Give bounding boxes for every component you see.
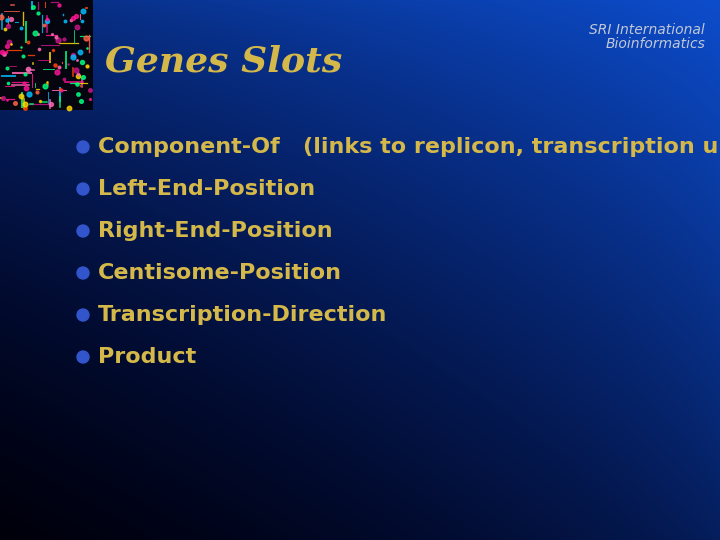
Text: Centisome-Position: Centisome-Position — [98, 263, 342, 283]
Circle shape — [77, 225, 89, 237]
Circle shape — [77, 351, 89, 363]
Text: Transcription-Direction: Transcription-Direction — [98, 305, 387, 325]
Text: Right-End-Position: Right-End-Position — [98, 221, 333, 241]
Text: Bioinformatics: Bioinformatics — [605, 37, 705, 51]
Text: Genes Slots: Genes Slots — [105, 45, 342, 79]
Text: Component-Of   (links to replicon, transcription unit): Component-Of (links to replicon, transcr… — [98, 137, 720, 157]
Circle shape — [77, 309, 89, 321]
Circle shape — [77, 183, 89, 195]
Text: SRI International: SRI International — [589, 23, 705, 37]
Bar — [0, 0, 93, 110]
Circle shape — [77, 141, 89, 153]
Circle shape — [77, 267, 89, 279]
Text: Left-End-Position: Left-End-Position — [98, 179, 315, 199]
Text: Product: Product — [98, 347, 197, 367]
